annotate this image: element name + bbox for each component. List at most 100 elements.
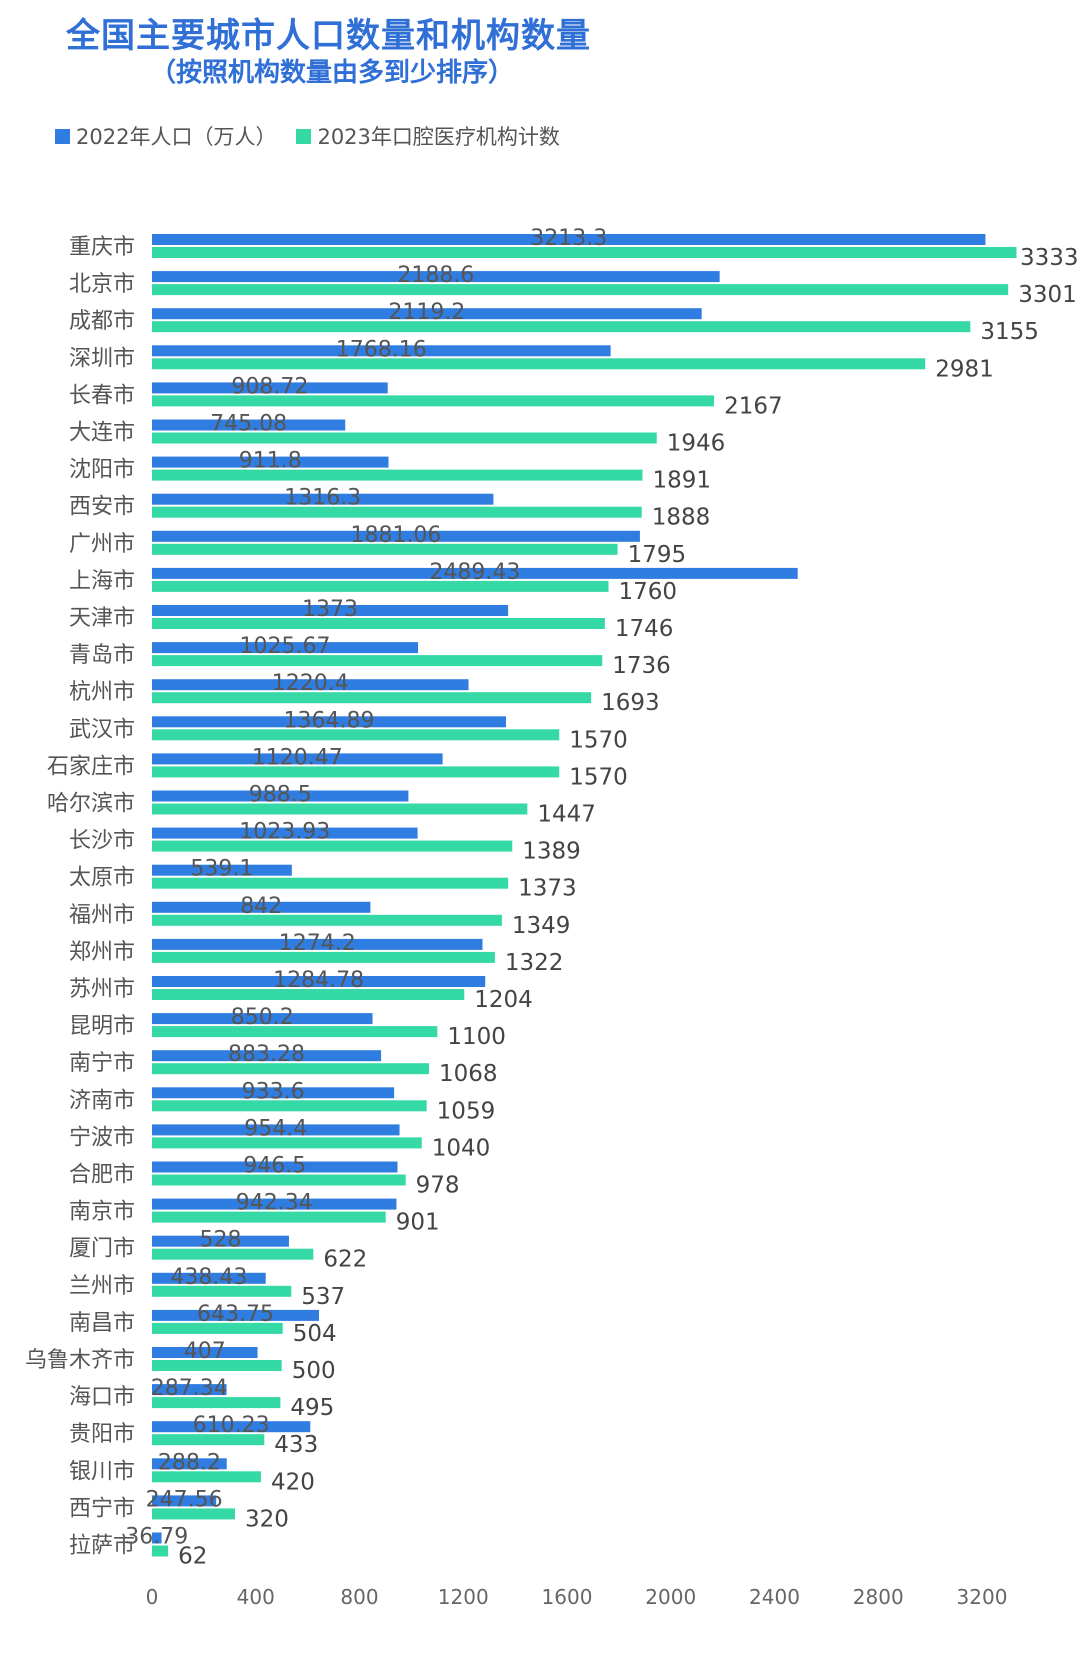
x-tick-label: 0 (146, 1585, 159, 1609)
category-label: 沈阳市 (69, 458, 135, 483)
institution-bar (152, 358, 926, 370)
population-bar (152, 827, 418, 839)
population-data-label: 539.1 (190, 857, 253, 882)
population-data-label: 1284.78 (273, 968, 364, 993)
institution-bar (152, 692, 592, 704)
population-bar (152, 1161, 398, 1173)
institution-bar (152, 247, 1017, 258)
population-data-label: 1025.67 (240, 634, 331, 659)
institution-data-label: 504 (293, 1321, 337, 1347)
population-data-label: 2119.2 (388, 300, 465, 325)
institution-data-label: 1891 (652, 468, 711, 494)
population-data-label: 247.56 (146, 1487, 223, 1512)
population-data-label: 745.08 (210, 412, 287, 437)
population-data-label: 933.6 (242, 1079, 305, 1104)
category-label: 厦门市 (69, 1237, 135, 1262)
institution-data-label: 1795 (628, 542, 687, 568)
category-label: 长春市 (69, 383, 135, 408)
institution-bar (152, 1471, 261, 1483)
category-label: 成都市 (69, 309, 135, 334)
institution-data-label: 495 (290, 1395, 334, 1421)
population-bar (152, 1309, 319, 1321)
category-label: 西宁市 (69, 1496, 135, 1521)
institution-data-label: 1888 (652, 505, 711, 531)
category-label: 杭州市 (69, 680, 135, 705)
population-bar (152, 382, 388, 394)
population-data-label: 36.79 (125, 1525, 188, 1550)
institution-data-label: 1389 (522, 839, 581, 865)
category-label: 天津市 (69, 606, 135, 631)
population-bar (152, 901, 371, 913)
institution-bar (152, 729, 560, 741)
legend-swatch-population (55, 128, 70, 144)
institution-data-label: 622 (323, 1247, 367, 1273)
institution-data-label: 1059 (437, 1098, 496, 1124)
institution-bar (152, 284, 1009, 296)
institution-data-label: 1736 (612, 653, 671, 679)
category-label: 银川市 (69, 1459, 135, 1484)
population-bar (152, 790, 409, 802)
population-data-label: 643.75 (197, 1302, 274, 1327)
population-bar (152, 1272, 266, 1284)
institution-bar (152, 1360, 282, 1371)
institution-data-label: 901 (396, 1210, 440, 1236)
institution-bar (152, 469, 643, 481)
category-label: 北京市 (69, 272, 135, 297)
institution-data-label: 1349 (512, 913, 571, 939)
institution-bar (152, 1211, 386, 1223)
population-bar (152, 1050, 382, 1062)
category-label: 贵阳市 (69, 1422, 135, 1447)
category-label: 合肥市 (69, 1163, 135, 1188)
x-tick-label: 3200 (957, 1585, 1008, 1609)
institution-bar (152, 1026, 438, 1038)
institution-data-label: 537 (301, 1284, 345, 1310)
population-bar (152, 864, 292, 876)
institution-data-label: 1040 (432, 1135, 491, 1161)
institution-bar (152, 1322, 283, 1334)
institution-bar (152, 877, 509, 889)
institution-data-label: 433 (274, 1432, 318, 1458)
population-bar (152, 1495, 217, 1507)
population-data-label: 988.5 (249, 783, 312, 808)
population-bar (152, 753, 443, 765)
population-bar (152, 642, 419, 654)
population-data-label: 850.2 (231, 1005, 294, 1030)
category-label: 南京市 (69, 1200, 135, 1225)
population-bar (152, 1124, 400, 1136)
population-data-label: 842 (240, 894, 282, 919)
x-tick-label: 800 (340, 1585, 378, 1609)
population-data-label: 946.5 (243, 1154, 306, 1179)
institution-bar (152, 951, 495, 963)
institution-data-label: 1693 (601, 690, 660, 716)
institution-data-label: 3155 (980, 319, 1039, 345)
institution-bar (152, 395, 715, 407)
institution-data-label: 420 (271, 1469, 315, 1495)
population-data-label: 942.34 (236, 1191, 313, 1216)
population-bar (152, 308, 702, 320)
population-data-label: 1316.3 (284, 486, 361, 511)
population-bar (152, 419, 346, 431)
population-bar (152, 1235, 289, 1247)
chart-subtitle: （按照机构数量由多到少排序） (150, 58, 515, 88)
population-bar (152, 1347, 258, 1358)
institution-bar (152, 1063, 430, 1075)
population-data-label: 528 (199, 1228, 241, 1253)
institution-data-label: 1570 (569, 764, 628, 790)
category-label: 宁波市 (69, 1125, 135, 1150)
population-data-label: 407 (184, 1339, 226, 1364)
institution-bar (152, 543, 618, 555)
population-data-label: 1220.4 (272, 671, 349, 696)
population-data-label: 1373 (302, 597, 358, 622)
population-data-label: 1768.16 (336, 337, 427, 362)
institution-data-label: 2981 (935, 356, 994, 382)
category-label: 武汉市 (69, 717, 135, 742)
population-bar (152, 1013, 373, 1025)
population-data-label: 911.8 (239, 449, 302, 474)
category-label: 哈尔滨市 (47, 792, 135, 817)
institution-bar (152, 506, 642, 518)
institution-data-label: 1322 (505, 950, 564, 976)
institution-bar (152, 655, 603, 667)
population-bar (152, 976, 486, 987)
category-label: 石家庄市 (47, 754, 135, 779)
population-data-label: 1881.06 (350, 523, 441, 548)
